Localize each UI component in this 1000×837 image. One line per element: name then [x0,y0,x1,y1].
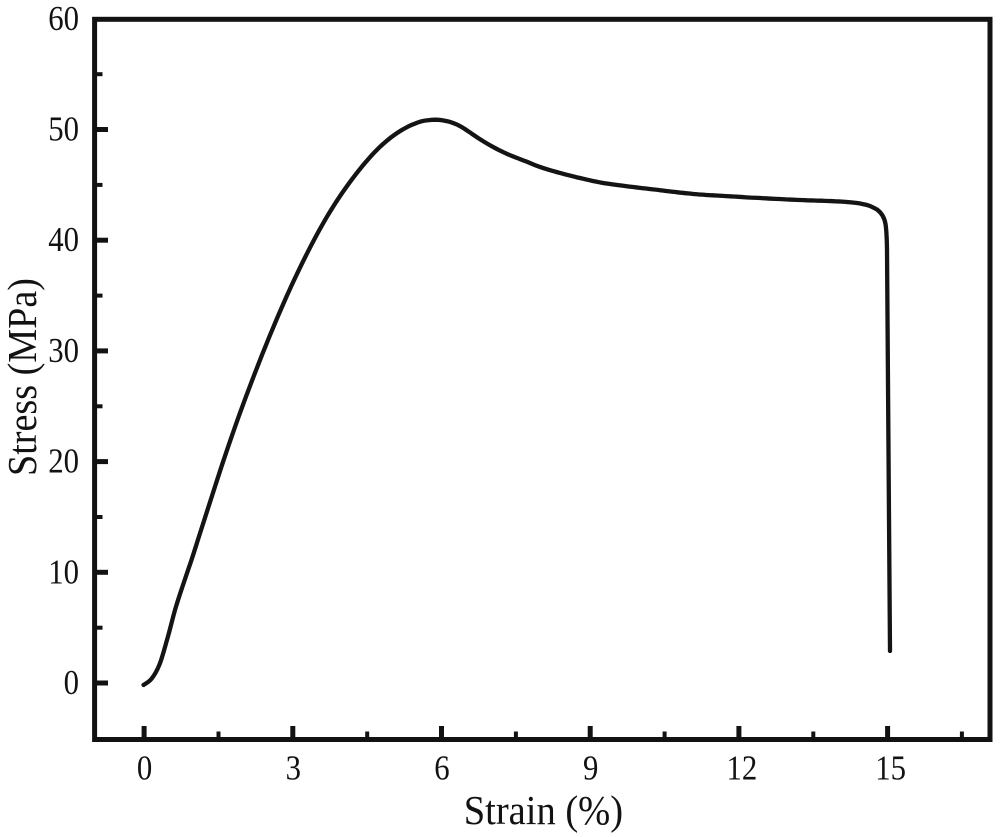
svg-text:Stress (MPa): Stress (MPa) [0,278,45,476]
svg-text:10: 10 [48,554,79,592]
svg-text:9: 9 [583,750,598,788]
svg-text:20: 20 [48,443,79,481]
svg-text:12: 12 [727,750,758,788]
svg-text:60: 60 [48,0,79,38]
svg-text:Strain (%): Strain (%) [464,788,623,833]
svg-text:0: 0 [64,664,79,702]
svg-text:50: 50 [48,111,79,149]
svg-text:40: 40 [48,221,79,259]
svg-text:3: 3 [286,750,301,788]
svg-text:30: 30 [48,332,79,370]
svg-text:15: 15 [875,750,906,788]
svg-text:6: 6 [434,750,449,788]
svg-text:0: 0 [137,750,152,788]
